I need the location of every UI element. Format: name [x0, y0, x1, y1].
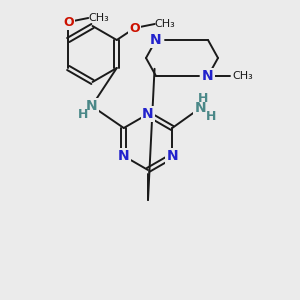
Text: O: O: [129, 22, 140, 34]
Text: N: N: [167, 149, 178, 163]
Text: H: H: [198, 92, 208, 104]
Text: N: N: [150, 33, 162, 47]
Text: H: H: [78, 109, 88, 122]
Text: N: N: [118, 149, 130, 163]
Text: N: N: [194, 101, 206, 115]
Text: N: N: [142, 107, 154, 121]
Text: CH₃: CH₃: [232, 71, 253, 81]
Text: O: O: [63, 16, 74, 28]
Text: N: N: [86, 99, 98, 113]
Text: CH₃: CH₃: [88, 13, 109, 23]
Text: CH₃: CH₃: [155, 19, 176, 29]
Text: H: H: [206, 110, 216, 122]
Text: N: N: [202, 69, 214, 83]
